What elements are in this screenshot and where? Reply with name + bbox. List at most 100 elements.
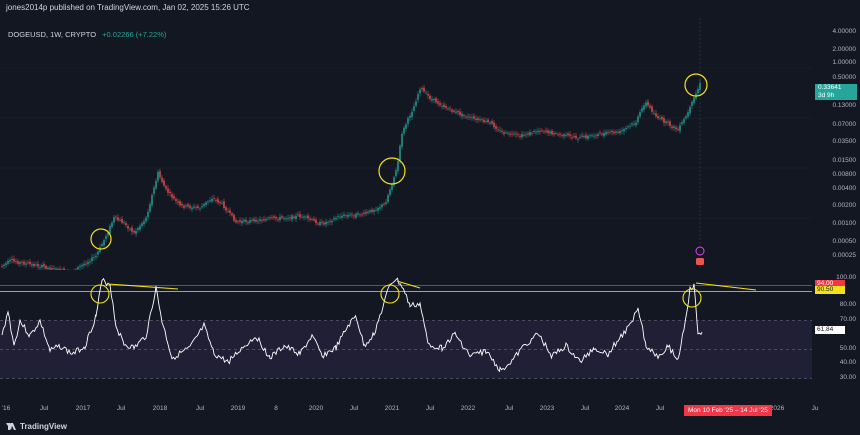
time-tick-label: Jul	[504, 405, 514, 412]
rsi-circle-2024	[682, 288, 702, 308]
candle-body	[113, 217, 115, 223]
candle-body	[445, 106, 447, 108]
candle-body	[433, 98, 435, 101]
candle-body	[251, 219, 253, 221]
candle-body	[699, 82, 701, 90]
candle-body	[513, 133, 515, 135]
candle-body	[27, 262, 29, 264]
candle-body	[455, 111, 457, 113]
candle-body	[547, 130, 549, 133]
candle-body	[577, 138, 579, 140]
candle-body	[395, 170, 397, 177]
candle-body	[227, 210, 229, 212]
price-tick-label: 0.00400	[832, 185, 857, 192]
price-tick-label: 0.00800	[832, 171, 857, 178]
candle-body	[609, 131, 611, 133]
candle-body	[401, 133, 403, 147]
candle-body	[13, 258, 15, 262]
rsi-tick-label: 80.00	[839, 301, 856, 308]
time-tick-label: 2017	[75, 405, 91, 412]
candle-body	[273, 216, 275, 218]
candle-body	[645, 102, 647, 107]
candle-body	[165, 186, 167, 189]
symbol-legend[interactable]: DOGEUSD, 1W, CRYPTO +0.02266 (+7.22%)	[8, 30, 166, 39]
candle-body	[521, 133, 523, 138]
candle-body	[449, 108, 451, 110]
candle-body	[495, 126, 497, 129]
highlight-circle-2017	[90, 228, 112, 250]
candle-body	[275, 217, 277, 219]
candle-body	[399, 145, 401, 161]
rsi-scale[interactable]: 100.00 94.00 90.50 80.00 70.00 61.84 50.00 40.0…	[812, 274, 860, 398]
candle-body	[353, 215, 355, 217]
candle-body	[691, 101, 693, 106]
candle-body	[605, 131, 607, 135]
price-scale[interactable]: 4.000002.000001.000000.500000.260000.130…	[812, 18, 860, 270]
candle-body	[489, 122, 491, 124]
candle-body	[279, 216, 281, 220]
candle-body	[375, 209, 377, 211]
candle-body	[133, 231, 135, 233]
time-tick-label: Jul	[39, 405, 49, 412]
rsi-highlight-circles	[90, 284, 702, 308]
candle-body	[189, 205, 191, 208]
candle-body	[665, 121, 667, 123]
candle-body	[323, 222, 325, 225]
candle-body	[1, 265, 3, 267]
candle-body	[21, 261, 23, 263]
time-tick-label: 2022	[460, 405, 476, 412]
candle-body	[339, 216, 341, 218]
candle-body	[587, 135, 589, 139]
candle-body	[365, 211, 367, 214]
candle-body	[635, 122, 637, 126]
candle-body	[435, 98, 437, 103]
candle-body	[591, 135, 593, 137]
candle-body	[611, 130, 613, 133]
candle-body	[151, 195, 153, 206]
candle-body	[267, 218, 269, 220]
price-tick-label: 0.03500	[832, 138, 857, 145]
candle-body	[411, 111, 413, 118]
candle-body	[233, 214, 235, 221]
candle-body	[271, 217, 273, 219]
candle-body	[529, 132, 531, 136]
price-chart[interactable]	[0, 18, 812, 270]
rsi-chart[interactable]	[0, 276, 812, 398]
candle-body	[185, 205, 187, 207]
candle-body	[441, 105, 443, 107]
candle-body	[503, 132, 505, 134]
highlight-circle-2021	[378, 157, 406, 185]
candle-body	[57, 268, 59, 270]
rsi-tick-label: 40.00	[839, 359, 856, 366]
time-tick-label: 2019	[230, 405, 246, 412]
candle-body	[53, 268, 55, 270]
candle-body	[295, 215, 297, 219]
candle-body	[685, 116, 687, 119]
time-axis[interactable]: '16 Jul 2017 Jul 2018 Jul 2019 8 2020 Jul 2021 Jul 2…	[0, 402, 819, 416]
candle-body	[175, 198, 177, 202]
trend-lines	[107, 280, 757, 291]
tradingview-logo[interactable]: TradingView	[6, 422, 67, 431]
candle-body	[507, 132, 509, 134]
candle-body	[301, 216, 303, 218]
candle-body	[191, 207, 193, 210]
candle-body	[79, 266, 81, 267]
candle-body	[55, 268, 57, 270]
time-tick-label: '16	[1, 405, 11, 412]
candle-body	[649, 105, 651, 108]
rsi-current-badge: 61.84	[815, 326, 845, 334]
candle-body	[293, 216, 295, 219]
rsi-tick-label: 100.00	[836, 274, 856, 281]
candle-body	[299, 214, 301, 218]
candle-body	[519, 135, 521, 137]
time-tick-label: Jul	[116, 405, 126, 412]
candle-body	[487, 119, 489, 123]
candle-body	[621, 130, 623, 132]
candlestick-series	[1, 79, 701, 270]
candle-body	[447, 108, 449, 110]
candle-body	[297, 214, 299, 216]
candle-body	[29, 261, 31, 265]
candle-body	[681, 122, 683, 125]
candle-body	[9, 259, 11, 262]
candle-body	[201, 206, 203, 208]
